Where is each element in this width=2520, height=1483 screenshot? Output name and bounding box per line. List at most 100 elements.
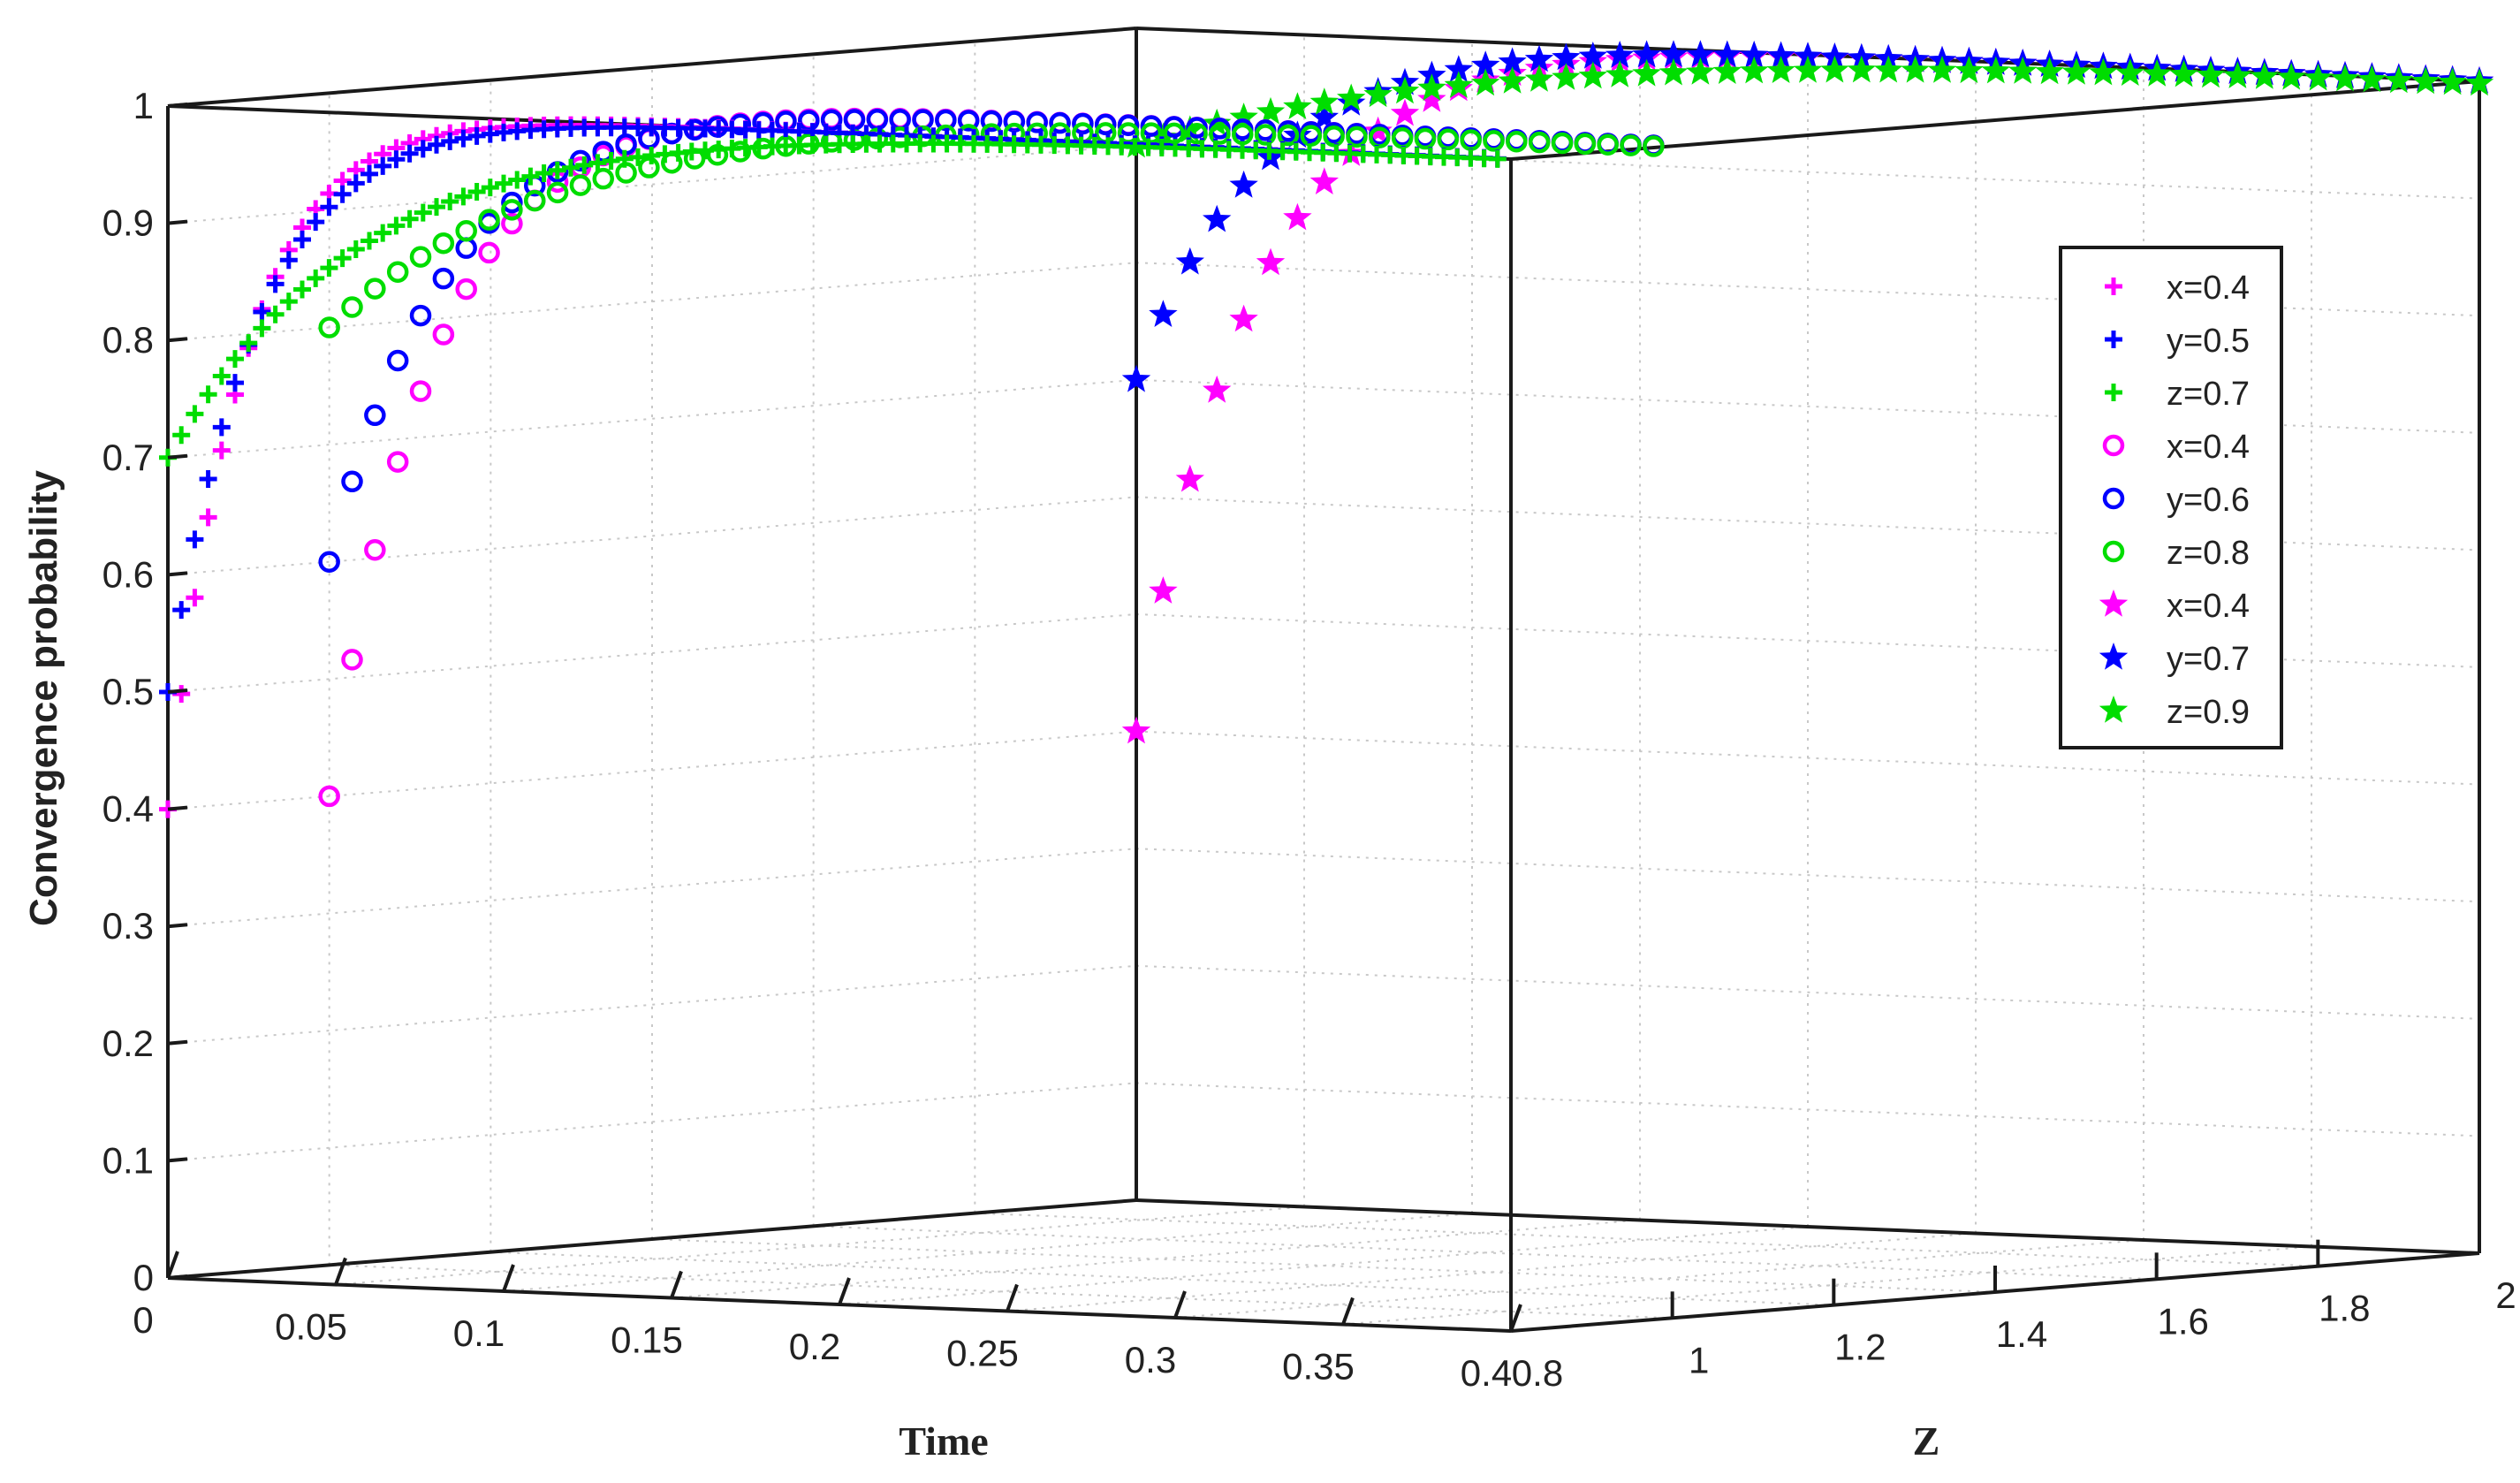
data-point	[1117, 114, 1140, 136]
data-point	[1229, 304, 1258, 332]
tick-marks	[166, 103, 2481, 1332]
data-point	[172, 426, 191, 445]
z-tick	[167, 571, 188, 577]
data-point	[478, 241, 500, 264]
data-point	[1337, 83, 1366, 111]
data-point	[495, 174, 512, 193]
grid-line	[490, 1251, 1834, 1306]
data-point	[186, 530, 204, 549]
data-point	[481, 179, 499, 197]
x-axis-title: Time	[899, 1418, 988, 1464]
data-point	[1901, 55, 1930, 83]
x-tick	[838, 1277, 851, 1305]
z-tick	[167, 103, 188, 108]
data-point	[374, 224, 392, 242]
data-point	[1483, 130, 1505, 152]
data-point	[1203, 375, 1232, 403]
data-point	[1847, 55, 1876, 83]
legend-label: x=0.4	[2167, 588, 2250, 625]
data-point	[1605, 41, 1635, 68]
data-point	[307, 213, 325, 232]
data-point	[980, 110, 1003, 133]
z-tick	[167, 805, 188, 811]
data-point	[1444, 71, 1473, 98]
x-tick	[502, 1264, 515, 1292]
data-point	[1632, 40, 1661, 68]
data-point	[2464, 68, 2494, 96]
grid-line	[167, 378, 1137, 459]
legend-label: z=0.8	[2167, 535, 2250, 572]
x-tick-label: 0.4	[1461, 1352, 1512, 1394]
z-tick-label: 0.3	[102, 905, 154, 947]
data-point	[341, 470, 363, 493]
grid-line	[1135, 144, 2480, 200]
data-point	[1203, 204, 1232, 232]
data-point	[266, 275, 285, 293]
data-point	[2384, 65, 2413, 94]
data-point	[172, 601, 191, 620]
data-point	[1229, 170, 1258, 198]
grid-line	[1135, 496, 2480, 551]
legend-label: y=0.7	[2167, 641, 2250, 678]
data-point	[820, 109, 843, 132]
data-point	[266, 305, 285, 323]
data-point	[1437, 128, 1460, 151]
box-edge	[167, 27, 1137, 108]
z-tick-label: 0.7	[102, 437, 154, 478]
data-point	[2223, 61, 2252, 88]
data-point	[400, 144, 419, 163]
data-point	[320, 259, 338, 278]
data-point	[428, 198, 445, 217]
data-point	[1766, 56, 1795, 83]
data-point	[1632, 58, 1661, 87]
x-tick	[166, 1251, 179, 1279]
z-tick-label: 0.8	[102, 319, 154, 361]
x-tick-label: 0	[133, 1299, 153, 1341]
data-point	[1686, 57, 1715, 85]
series-circle	[318, 122, 1665, 338]
data-point	[441, 192, 459, 210]
data-point	[501, 199, 523, 221]
data-point	[1323, 125, 1345, 148]
data-point	[1658, 40, 1689, 67]
data-point	[548, 161, 566, 179]
grid-line	[1135, 964, 2480, 1020]
data-point	[239, 334, 258, 353]
data-point	[1658, 57, 1689, 86]
series-star	[1121, 40, 2494, 392]
data-point	[414, 203, 432, 222]
data-point	[1820, 55, 1849, 83]
data-point	[1256, 247, 1286, 276]
data-point	[2357, 65, 2387, 93]
y-tick-label: 1.4	[1996, 1313, 2047, 1355]
data-point	[428, 135, 445, 154]
data-point	[562, 158, 580, 177]
data-point	[2089, 57, 2118, 86]
grid-line	[167, 964, 1137, 1045]
data-point	[1049, 111, 1071, 134]
data-point	[1309, 167, 1339, 194]
data-point	[2438, 67, 2467, 95]
data-point	[1363, 80, 1393, 108]
data-point	[1740, 56, 1769, 84]
data-point	[1149, 576, 1178, 604]
data-point	[1574, 133, 1597, 156]
data-point	[346, 174, 365, 193]
data-point	[212, 367, 231, 385]
grid-line	[1135, 378, 2480, 434]
data-point	[1524, 64, 1554, 92]
data-point	[523, 189, 546, 212]
data-point	[1578, 61, 1607, 89]
data-point	[1309, 87, 1339, 115]
data-point	[1712, 40, 1742, 68]
x-tick-label: 0.15	[611, 1319, 683, 1361]
legend-marker	[2099, 643, 2129, 670]
legend-label: z=0.7	[2167, 376, 2250, 413]
grid-line	[1135, 848, 2480, 903]
legend-marker	[2105, 331, 2122, 348]
data-point	[1026, 111, 1048, 133]
data-point	[1390, 98, 1420, 126]
legend-label: y=0.6	[2167, 482, 2250, 519]
data-point	[199, 470, 217, 489]
